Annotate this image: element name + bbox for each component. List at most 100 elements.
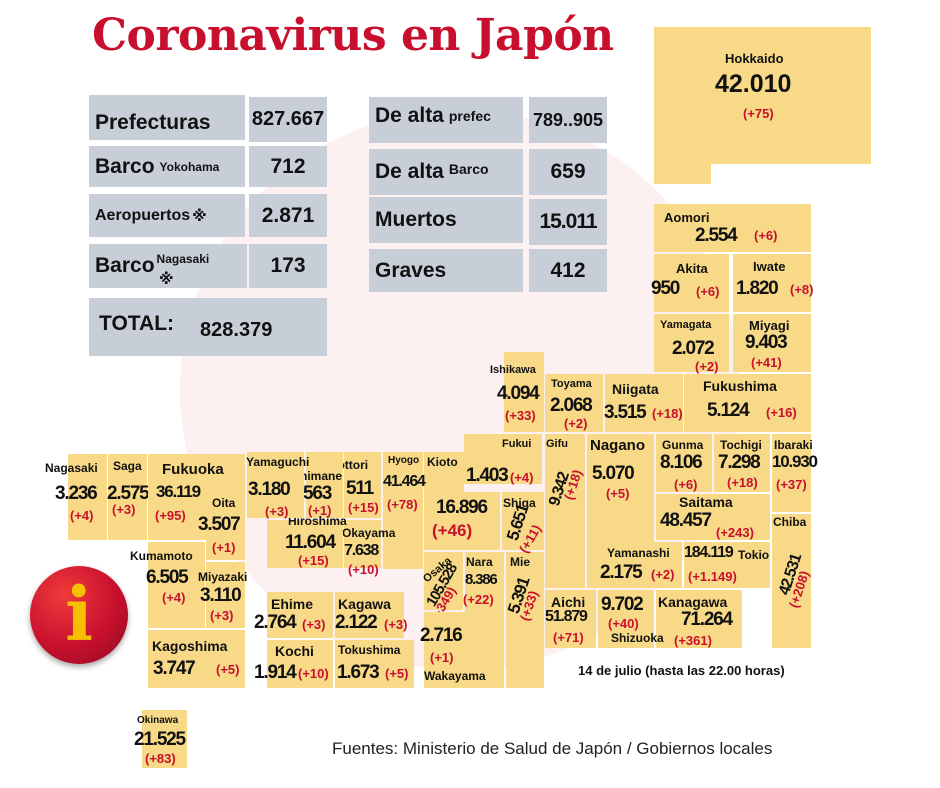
pref-miyazaki	[206, 562, 245, 628]
pref-name: Aichi	[551, 594, 586, 610]
pref-value: 36.119	[156, 482, 201, 501]
pref-value: 1.673	[337, 662, 380, 683]
pref-name: Saga	[113, 459, 142, 473]
pref-iwate	[733, 254, 811, 312]
pref-change: (+3)	[265, 504, 289, 519]
pref-value: 3.110	[200, 585, 242, 606]
pref-toyama	[545, 374, 603, 432]
pref-kagoshima	[148, 630, 245, 688]
pref-ibaraki	[772, 434, 811, 512]
pref-value: 7.298	[718, 452, 761, 473]
pref-value: 5.070	[592, 463, 635, 484]
stat-alta-prefec-label: De alta prefec	[369, 97, 523, 143]
pref-value: 21.525	[134, 729, 186, 750]
pref-change: (+3)	[210, 608, 234, 623]
pref-value: 2.575	[107, 483, 150, 504]
pref-saga	[108, 454, 147, 540]
pref-change: (+15)	[348, 500, 379, 515]
pref-name: Miyagi	[749, 318, 790, 333]
pref-change: (+243)	[716, 525, 754, 540]
pref-value: 563	[303, 483, 332, 504]
pref-value: 2.554	[695, 225, 738, 246]
stat-label: TOTAL:	[99, 312, 175, 335]
pref-value: 42.010	[715, 70, 792, 98]
pref-name: Aomori	[664, 210, 710, 225]
date-note: 14 de julio (hasta las 22.00 horas)	[578, 663, 785, 678]
pref-name: Gunma	[662, 438, 704, 452]
pref-ishikawa	[504, 352, 544, 432]
pref-change: (+16)	[766, 405, 797, 420]
stat-barco-yokohama-value: 712	[249, 146, 327, 187]
pref-ehime	[267, 592, 333, 638]
stat-graves-value: 412	[529, 249, 607, 292]
pref-change: (+8)	[790, 282, 814, 297]
pref-value: 3.507	[198, 514, 241, 535]
pref-change: (+1.149)	[688, 569, 737, 584]
pref-chiba	[772, 514, 811, 648]
pref-change: (+78)	[387, 497, 418, 512]
page-title: Coronavirus en Japón	[92, 10, 614, 61]
pref-name: Ibaraki	[774, 438, 813, 452]
pref-name: Kagawa	[338, 596, 391, 612]
stat-barco-yokohama-label: Barco Yokohama	[89, 146, 245, 187]
pref-fukushima	[684, 374, 811, 432]
stat-prefecturas-label: Prefecturas	[89, 95, 245, 140]
stat-muertos-value: 15.011	[529, 199, 607, 245]
pref-name: Fukuoka	[162, 461, 224, 478]
pref-change: (+4)	[162, 590, 186, 605]
pref-name: Ehime	[271, 596, 314, 612]
stat-value: 712	[270, 154, 306, 178]
pref-change: (+83)	[145, 751, 176, 766]
stat-label: Graves	[375, 258, 447, 282]
pref-name: Fukui	[502, 438, 532, 450]
pref-name: Fukushima	[703, 378, 777, 394]
pref-value: 1.914	[254, 662, 297, 683]
pref-kochi	[267, 640, 333, 688]
pref-change: (+2)	[651, 567, 675, 582]
pref-value: 8.386	[465, 571, 498, 588]
stat-mark: ※	[159, 271, 174, 288]
pref-change: (+37)	[776, 477, 807, 492]
pref-name: Oita	[212, 496, 236, 510]
pref-change: (+10)	[298, 666, 329, 681]
stat-alta-barco-value: 659	[529, 149, 607, 195]
pref-name: Okinawa	[137, 715, 179, 726]
pref-shiga	[502, 492, 544, 550]
pref-yamanashi	[598, 542, 682, 588]
pref-name: Hyogo	[388, 455, 420, 466]
pref-gifu	[545, 434, 585, 588]
pref-name: Mie	[510, 555, 531, 569]
pref-value: 2.764	[254, 612, 297, 633]
pref-name: Kochi	[275, 643, 314, 659]
stat-barco-nagasaki-value: 173	[249, 244, 327, 288]
pref-value: 2.175	[600, 562, 643, 583]
pref-okayama	[344, 520, 381, 568]
pref-change: (+6)	[696, 284, 720, 299]
pref-niigata	[605, 374, 683, 432]
pref-kanagawa	[656, 590, 742, 648]
pref-value: 11.604	[285, 532, 336, 553]
pref-value: 3.747	[153, 658, 196, 679]
source-note: Fuentes: Ministerio de Salud de Japón / …	[332, 739, 773, 758]
pref-oita	[206, 490, 245, 560]
pref-value: 4.094	[497, 383, 540, 404]
pref-value: 16.896	[436, 497, 488, 518]
pref-change: (+71)	[553, 630, 584, 645]
pref-change: (+10)	[348, 562, 379, 577]
pref-name: Wakayama	[424, 669, 486, 683]
pref-hokkaido-tail	[654, 160, 711, 184]
stat-total: TOTAL: 828.379	[89, 298, 327, 356]
pref-name: Toyama	[551, 378, 592, 390]
stat-barco-nagasaki-label: Barco ※ Nagasaki	[89, 244, 247, 288]
stat-value: 173	[270, 254, 306, 277]
pref-name: Kanagawa	[658, 594, 728, 610]
pref-change: (+15)	[298, 553, 329, 568]
pref-kagawa	[335, 592, 404, 638]
pref-change: (+18)	[727, 475, 758, 490]
pref-change: (+3)	[302, 617, 326, 632]
pref-change: (+75)	[743, 106, 774, 121]
pref-change: (+3)	[112, 502, 136, 517]
stat-value: 412	[550, 258, 586, 282]
pref-name: Iwate	[753, 259, 786, 274]
pref-value: 9.702	[601, 594, 644, 615]
